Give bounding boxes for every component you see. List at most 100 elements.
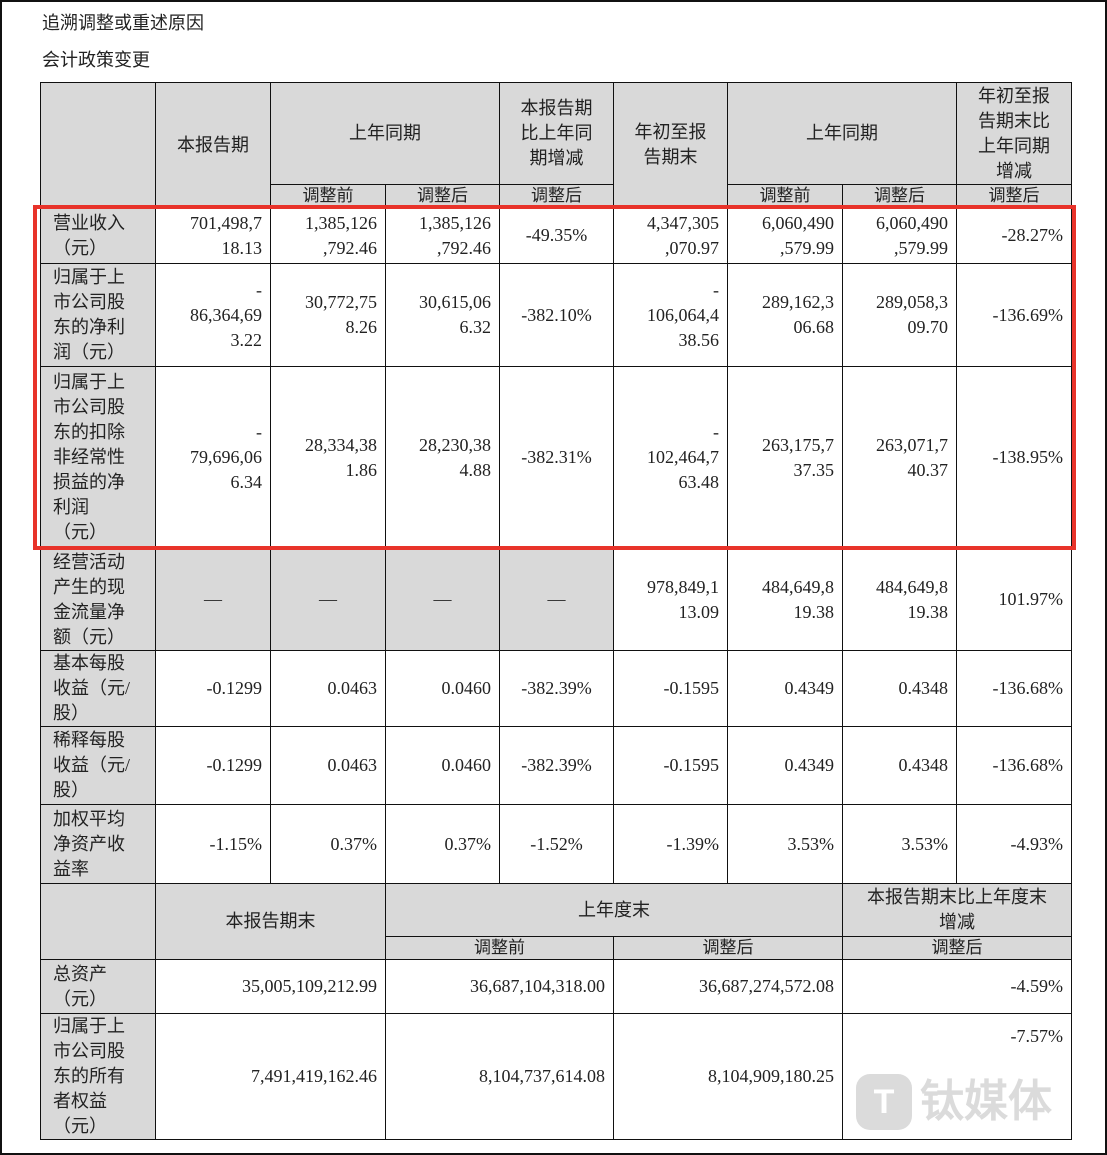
table-cell: 0.0460 [385, 726, 500, 805]
table-cell: -382.39% [499, 650, 614, 727]
header-after: 调整后 [956, 184, 1072, 208]
table-row: 经营活动 产生的现 金流量净 额（元） — — — —978,849,1 13.09 48… [40, 548, 1072, 651]
watermark: T 钛媒体 [856, 1074, 1052, 1130]
table-cell: 0.4349 [727, 726, 843, 805]
table-row: 营业收入 （元） 701,498,7 18.13 1,385,126 ,792.46… [40, 207, 1072, 264]
table-cell: 0.4348 [842, 726, 957, 805]
table-cell: 3.53% [727, 804, 843, 884]
table-cell: -0.1595 [613, 650, 728, 727]
table-cell: 0.37% [270, 804, 386, 884]
table-cell: 101.97% [956, 548, 1072, 651]
table-cell: -136.69% [956, 263, 1072, 367]
table-cell: 36,687,274,572.08 [613, 959, 843, 1014]
header-blank [40, 82, 156, 208]
table-cell: -1.52% [499, 804, 614, 884]
table-row: 加权平均 净资产收 益率 -1.15% 0.37% 0.37% -1.52% -1.39%… [40, 804, 1072, 884]
table-cell: — [155, 548, 271, 651]
row-label: 营业收入 （元） [40, 207, 156, 264]
table-cell: - 79,696,06 6.34 [155, 366, 271, 549]
row-label: 归属于上 市公司股 东的净利 润（元） [40, 263, 156, 367]
header-period-end-change: 本报告期末比上年度末 增减 [842, 883, 1072, 937]
restatement-reason-label: 追溯调整或重述原因 [42, 13, 204, 33]
table-cell: -1.39% [613, 804, 728, 884]
table-cell: 28,334,38 1.86 [270, 366, 386, 549]
table-cell: -0.1595 [613, 726, 728, 805]
header-prior-year-end: 上年度末 [385, 883, 843, 937]
tmtpost-logo-icon: T [856, 1074, 912, 1130]
table-cell: -1.15% [155, 804, 271, 884]
table-row: 基本每股 收益（元/ 股） -0.1299 0.0463 0.0460 -382.39%… [40, 650, 1072, 727]
header-current-period: 本报告期 [155, 82, 271, 208]
header-before: 调整前 [727, 184, 843, 208]
table-cell: -136.68% [956, 726, 1072, 805]
table-cell: — [499, 548, 614, 651]
table-cell: 28,230,38 4.88 [385, 366, 500, 549]
table-cell: - 106,064,4 38.56 [613, 263, 728, 367]
table-cell: 3.53% [842, 804, 957, 884]
table-cell: -0.1299 [155, 650, 271, 727]
table-cell: 0.37% [385, 804, 500, 884]
header-after: 调整后 [385, 184, 500, 208]
table-cell: -4.59% [842, 959, 1072, 1014]
table-row: 归属于上 市公司股 东的净利 润（元） - 86,364,69 3.22 30,77… [40, 263, 1072, 367]
table-row: 归属于上 市公司股 东的扣除 非经常性 损益的净 利润 （元） - 79,696,… [40, 366, 1072, 549]
header-ytd: 年初至报 告期末 [613, 82, 728, 208]
table-cell: 4,347,305 ,070.97 [613, 207, 728, 264]
table-cell: -28.27% [956, 207, 1072, 264]
table-cell: 8,104,909,180.25 [613, 1013, 843, 1140]
table-cell: 484,649,8 19.38 [842, 548, 957, 651]
table-cell: 0.0463 [270, 726, 386, 805]
table-cell: -0.1299 [155, 726, 271, 805]
header-before: 调整前 [270, 184, 386, 208]
table-cell: 289,162,3 06.68 [727, 263, 843, 367]
table-cell: 289,058,3 09.70 [842, 263, 957, 367]
table-cell: 1,385,126 ,792.46 [270, 207, 386, 264]
table-cell: 978,849,1 13.09 [613, 548, 728, 651]
table-row: 稀释每股 收益（元/ 股） -0.1299 0.0463 0.0460 -382.39%… [40, 726, 1072, 805]
financial-data-table: 本报告期 上年同期 本报告期 比上年同 期增减 年初至报 告期末 上年同期 年初… [40, 82, 1072, 1140]
table-cell: -138.95% [956, 366, 1072, 549]
table-cell: 8,104,737,614.08 [385, 1013, 614, 1140]
header-prior-same-period: 上年同期 [270, 82, 500, 185]
table-cell: 30,615,06 6.32 [385, 263, 500, 367]
table-cell: 263,071,7 40.37 [842, 366, 957, 549]
table-cell: -49.35% [499, 207, 614, 264]
row-label: 归属于上 市公司股 东的扣除 非经常性 损益的净 利润 （元） [40, 366, 156, 549]
table-cell: 6,060,490 ,579.99 [727, 207, 843, 264]
table-cell: 35,005,109,212.99 [155, 959, 386, 1014]
table-cell: 701,498,7 18.13 [155, 207, 271, 264]
header-period-end: 本报告期末 [155, 883, 386, 960]
table-cell: 6,060,490 ,579.99 [842, 207, 957, 264]
row-label: 稀释每股 收益（元/ 股） [40, 726, 156, 805]
table-cell: 0.0460 [385, 650, 500, 727]
restatement-reason-value: 会计政策变更 [42, 50, 150, 70]
table-cell: — [270, 548, 386, 651]
table-cell: -382.39% [499, 726, 614, 805]
table-cell: 0.4348 [842, 650, 957, 727]
header-after: 调整后 [499, 184, 614, 208]
header-blank [40, 883, 156, 960]
header-prior-same-ytd: 上年同期 [727, 82, 957, 185]
table-cell: 0.0463 [270, 650, 386, 727]
table-cell: 7,491,419,162.46 [155, 1013, 386, 1140]
watermark-text: 钛媒体 [920, 1077, 1052, 1126]
table-row: 归属于上 市公司股 东的所有 者权益 （元） 7,491,419,162.46 8,… [40, 1013, 1072, 1140]
header-ytd-change: 年初至报 告期末比 上年同期 增减 [956, 82, 1072, 185]
table-cell: -382.10% [499, 263, 614, 367]
table-cell: 1,385,126 ,792.46 [385, 207, 500, 264]
table-cell: -4.93% [956, 804, 1072, 884]
table-cell: 36,687,104,318.00 [385, 959, 614, 1014]
table-cell: - 86,364,69 3.22 [155, 263, 271, 367]
row-label: 加权平均 净资产收 益率 [40, 804, 156, 884]
table-row: 总资产 （元） 35,005,109,212.99 36,687,104,318.0… [40, 959, 1072, 1014]
table-cell: -136.68% [956, 650, 1072, 727]
header-period-change: 本报告期 比上年同 期增减 [499, 82, 614, 185]
row-label: 归属于上 市公司股 东的所有 者权益 （元） [40, 1013, 156, 1140]
table-cell: 484,649,8 19.38 [727, 548, 843, 651]
table-cell: - 102,464,7 63.48 [613, 366, 728, 549]
row-label: 总资产 （元） [40, 959, 156, 1014]
row-label: 基本每股 收益（元/ 股） [40, 650, 156, 727]
table-cell: — [385, 548, 500, 651]
table-cell: 263,175,7 37.35 [727, 366, 843, 549]
